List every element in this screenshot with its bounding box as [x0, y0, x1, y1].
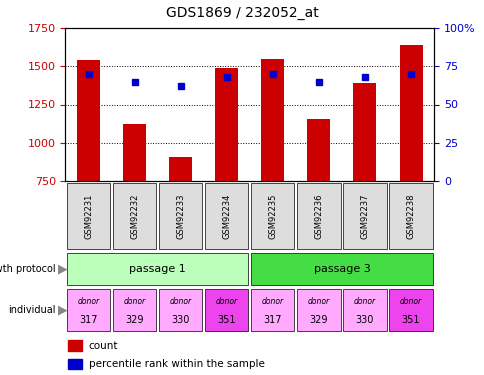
Text: donor: donor [353, 297, 375, 306]
Text: GDS1869 / 232052_at: GDS1869 / 232052_at [166, 6, 318, 20]
Text: count: count [89, 340, 118, 351]
Text: GSM92231: GSM92231 [84, 194, 93, 239]
Text: donor: donor [261, 297, 283, 306]
Bar [67, 289, 110, 331]
Text: ▶: ▶ [58, 262, 68, 276]
Text: 330: 330 [171, 315, 189, 325]
Bar [169, 156, 192, 181]
Bar [353, 83, 376, 181]
Text: GSM92232: GSM92232 [130, 194, 139, 239]
Bar [67, 183, 110, 249]
Text: percentile rank within the sample: percentile rank within the sample [89, 359, 264, 369]
Bar [399, 45, 422, 181]
Bar [68, 358, 82, 369]
Bar [205, 289, 248, 331]
Text: 329: 329 [125, 315, 144, 325]
Bar [297, 183, 340, 249]
Text: 329: 329 [309, 315, 328, 325]
Text: 317: 317 [263, 315, 282, 325]
Text: donor: donor [215, 297, 237, 306]
Bar [113, 183, 156, 249]
Bar [67, 253, 248, 285]
Text: donor: donor [77, 297, 99, 306]
Bar [297, 289, 340, 331]
Bar [77, 60, 100, 181]
Bar [343, 183, 386, 249]
Text: donor: donor [169, 297, 191, 306]
Bar [123, 124, 146, 181]
Bar [389, 183, 432, 249]
Text: ▶: ▶ [58, 303, 68, 316]
Text: donor: donor [307, 297, 329, 306]
Text: passage 1: passage 1 [129, 264, 186, 274]
Text: GSM92235: GSM92235 [268, 194, 277, 239]
Text: GSM92237: GSM92237 [360, 193, 369, 239]
Text: GSM92238: GSM92238 [406, 193, 415, 239]
Bar [68, 340, 82, 351]
Text: GSM92233: GSM92233 [176, 193, 185, 239]
Bar [251, 253, 432, 285]
Text: GSM92234: GSM92234 [222, 194, 231, 239]
Bar [343, 289, 386, 331]
Bar [113, 289, 156, 331]
Bar [159, 183, 202, 249]
Bar [261, 59, 284, 181]
Text: GSM92236: GSM92236 [314, 193, 323, 239]
Text: 330: 330 [355, 315, 373, 325]
Text: 351: 351 [217, 315, 236, 325]
Bar [215, 68, 238, 181]
Text: 317: 317 [79, 315, 98, 325]
Bar [251, 183, 294, 249]
Bar [389, 289, 432, 331]
Text: growth protocol: growth protocol [0, 264, 56, 274]
Bar [205, 183, 248, 249]
Text: donor: donor [123, 297, 145, 306]
Text: 351: 351 [401, 315, 420, 325]
Text: passage 3: passage 3 [313, 264, 370, 274]
Bar [307, 119, 330, 181]
Bar [251, 289, 294, 331]
Text: donor: donor [399, 297, 421, 306]
Text: individual: individual [8, 305, 56, 315]
Bar [159, 289, 202, 331]
